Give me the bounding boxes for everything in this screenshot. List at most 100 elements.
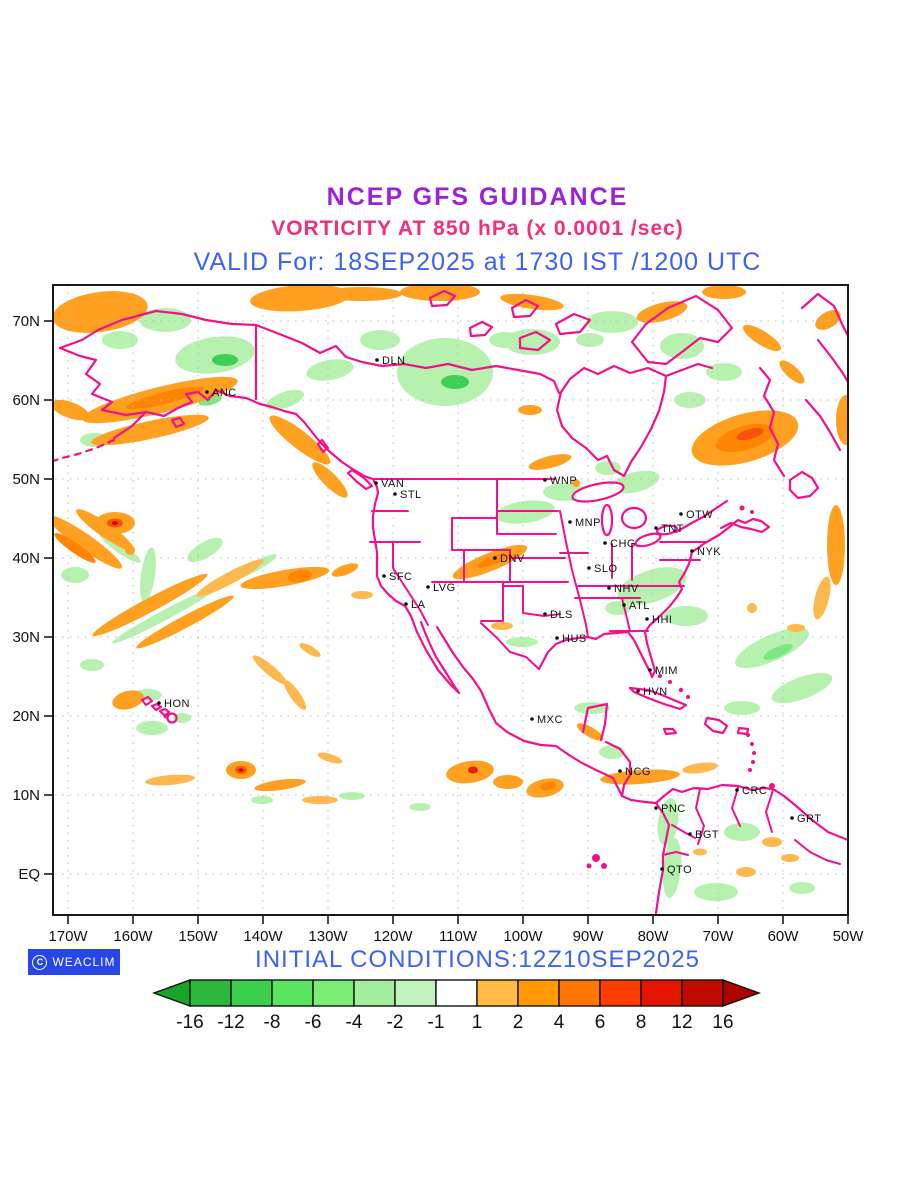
station-dot (648, 668, 652, 672)
lon-tick-label: 110W (439, 928, 478, 945)
lon-tick-label: 100W (503, 928, 543, 945)
station-label: QTO (667, 864, 692, 876)
station-label: BGT (695, 829, 719, 841)
lat-tick-label: 70N (12, 313, 40, 330)
station-label: HON (164, 698, 190, 710)
lat-tick-label: 30N (12, 629, 40, 646)
colorbar-tick-label: 1 (472, 1012, 483, 1033)
colorbar-tick-label: 8 (636, 1012, 647, 1033)
colorbar-segment (313, 980, 354, 1006)
colorbar-arrow-right (723, 980, 759, 1006)
station-dot (543, 478, 547, 482)
station-label: MXC (537, 714, 563, 726)
station-dot (607, 586, 611, 590)
station-dot (645, 617, 649, 621)
station-label: ANC (212, 387, 237, 399)
station-label: TNT (661, 523, 684, 535)
station-dot (618, 769, 622, 773)
lat-tick-label: 40N (12, 550, 40, 567)
colorbar-tick-label: -1 (428, 1012, 445, 1033)
station-label: ATL (629, 600, 650, 612)
station-label: NCG (625, 766, 651, 778)
lon-tick-label: 170W (48, 928, 88, 945)
station-dot (382, 574, 386, 578)
colorbar-tick-label: 2 (513, 1012, 524, 1033)
station-label: PNC (661, 803, 686, 815)
colorbar-tick-label: 4 (554, 1012, 565, 1033)
station-dot (493, 556, 497, 560)
station-label: NYK (697, 546, 721, 558)
station-dot (404, 602, 408, 606)
station-label: GRT (797, 813, 822, 825)
lon-tick-label: 140W (243, 928, 283, 945)
lon-tick-label: 90W (573, 928, 605, 945)
coastline-jamaica (664, 729, 676, 734)
lon-tick-label: 80W (638, 928, 670, 945)
station-label: HHI (652, 614, 672, 626)
chart-subtitle: VORTICITY AT 850 hPa (x 0.0001 /sec) (55, 217, 900, 241)
station-dot (374, 481, 378, 485)
weather-map: ANCDLNVANSTLWNPMNPCHGOTWTNTNYKDNVSLOSFCL… (0, 280, 900, 950)
lon-tick-label: 70W (703, 928, 735, 945)
station-label: WNP (550, 475, 577, 487)
station-dot (636, 689, 640, 693)
colorbar-tick-label: 6 (595, 1012, 606, 1033)
colorbar-segment (477, 980, 518, 1006)
station-label: DLN (382, 355, 406, 367)
station-label: SLO (594, 563, 618, 575)
colorbar-tick-label: -16 (176, 1012, 203, 1033)
station-dot (393, 492, 397, 496)
coastline-hudson-bay (557, 364, 712, 476)
colorbar-segment (231, 980, 272, 1006)
lon-tick-label: 60W (768, 928, 800, 945)
colorbar-segment (682, 980, 723, 1006)
station-dot (568, 520, 572, 524)
station-dot (654, 806, 658, 810)
colorbar-tick-label: -2 (387, 1012, 404, 1033)
station-label: SFC (389, 571, 413, 583)
station-dot (679, 512, 683, 516)
station-dot (790, 816, 794, 820)
colorbar-segment (600, 980, 641, 1006)
colorbar-legend: -16-12-8-6-4-2-1124681216 (140, 976, 790, 1034)
colorbar-segment (518, 980, 559, 1006)
station-dot (587, 566, 591, 570)
colorbar-segment (559, 980, 600, 1006)
station-label: LA (411, 599, 426, 611)
station-dot (735, 788, 739, 792)
lon-tick-label: 50W (833, 928, 865, 945)
station-dot (660, 867, 664, 871)
vorticity-red-core2 (468, 767, 478, 774)
valid-time-line: VALID For: 18SEP2025 at 1730 IST /1200 U… (55, 248, 900, 277)
station-dot (690, 549, 694, 553)
station-dot (543, 612, 547, 616)
vorticity-red-core (107, 425, 765, 774)
colorbar-segment (190, 980, 231, 1006)
colorbar-tick-label: -6 (305, 1012, 322, 1033)
station-dot (555, 636, 559, 640)
station-dot (157, 701, 161, 705)
station-label: OTW (686, 509, 713, 521)
colorbar-tick-label: 12 (671, 1012, 692, 1033)
station-dot (654, 526, 658, 530)
colorbar-arrow-left (154, 980, 190, 1006)
colorbar-segment (436, 980, 477, 1006)
lon-tick-label: 130W (308, 928, 348, 945)
station-dot (688, 832, 692, 836)
lon-tick-label: 120W (373, 928, 413, 945)
station-dot (205, 390, 209, 394)
station-label: CRC (742, 785, 767, 797)
station-label: HUS (562, 633, 587, 645)
station-label: CHG (610, 538, 636, 550)
coastline-puerto-rico (738, 728, 748, 734)
colorbar-tick-label: -4 (346, 1012, 363, 1033)
station-label: NHV (614, 583, 639, 595)
colorbar-tick-label: -8 (264, 1012, 281, 1033)
station-label: MNP (575, 517, 601, 529)
station-label: STL (400, 489, 422, 501)
lat-tick-label: EQ (18, 866, 40, 883)
station-dot (530, 717, 534, 721)
page-title: NCEP GFS GUIDANCE (55, 183, 900, 212)
lat-tick-label: 60N (12, 392, 40, 409)
lon-tick-label: 160W (113, 928, 153, 945)
